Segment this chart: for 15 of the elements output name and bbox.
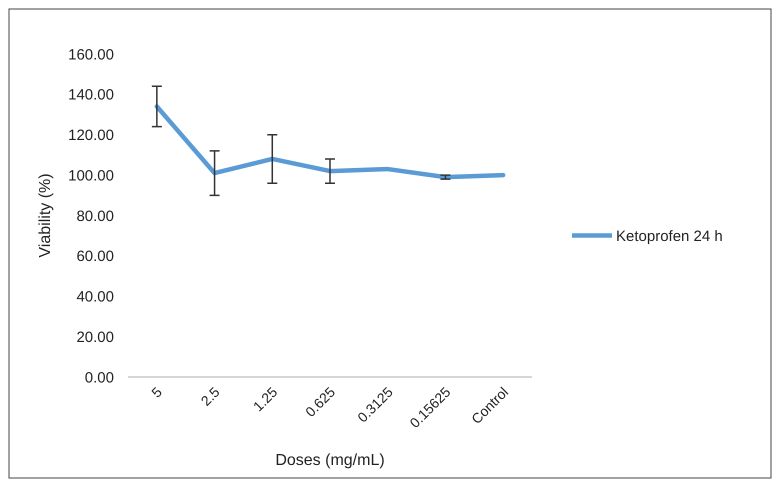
y-tick-label: 40.00 (76, 288, 114, 306)
x-tick-label: 2.5 (198, 384, 223, 409)
y-tick-label: 20.00 (76, 328, 114, 346)
x-axis-title: Doses (mg/mL) (275, 452, 385, 469)
y-tick-label: 160.00 (68, 46, 114, 64)
y-tick-label: 60.00 (76, 248, 114, 266)
y-axis-title: Viability (%) (37, 173, 54, 258)
x-tick-label: 5 (148, 384, 166, 401)
line-series (154, 104, 506, 180)
y-tick-label: 0.00 (84, 369, 114, 386)
y-tick-label: 140.00 (68, 86, 114, 104)
legend-label: Ketoprofen 24 h (616, 228, 723, 245)
y-tick-label: 100.00 (68, 167, 114, 184)
y-tick-label: 120.00 (68, 127, 114, 144)
y-tick-label: 80.00 (76, 208, 114, 225)
